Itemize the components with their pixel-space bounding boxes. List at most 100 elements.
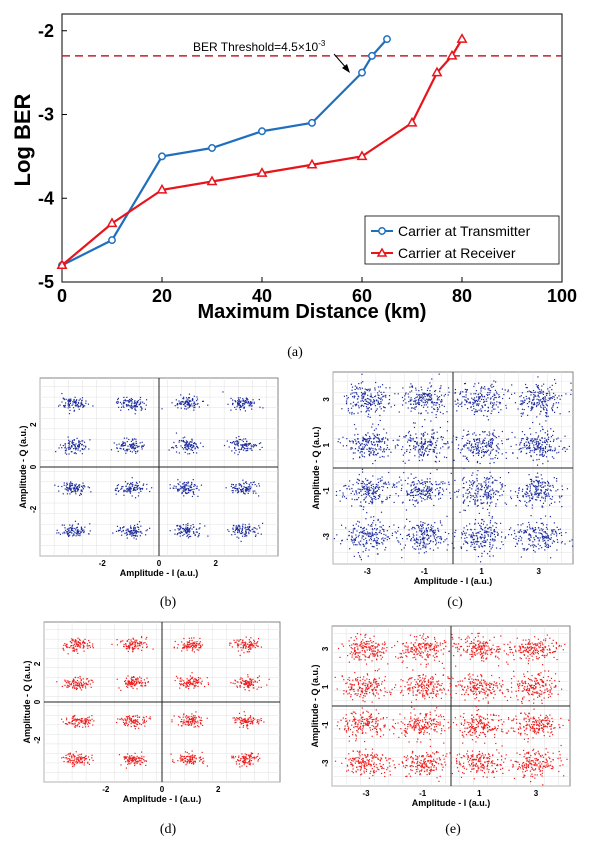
constellation-point bbox=[140, 406, 143, 408]
constellation-point bbox=[188, 400, 191, 402]
constellation-point bbox=[530, 480, 532, 483]
constellation-point bbox=[134, 524, 136, 527]
constellation-point bbox=[245, 438, 247, 440]
constellation-point bbox=[550, 485, 552, 487]
constellation-point bbox=[468, 449, 470, 451]
constellation-point bbox=[71, 446, 73, 448]
constellation-point bbox=[427, 488, 429, 490]
constellation-point bbox=[246, 445, 248, 447]
constellation-point bbox=[542, 463, 544, 465]
constellation-point bbox=[556, 526, 558, 528]
constellation-point bbox=[541, 478, 543, 480]
constellation-point bbox=[80, 490, 82, 492]
constellation-point bbox=[365, 398, 367, 401]
constellation-point bbox=[142, 445, 144, 447]
constellation-point bbox=[382, 396, 384, 398]
constellation-point bbox=[472, 483, 474, 485]
constellation-point bbox=[472, 451, 474, 454]
constellation-point bbox=[234, 487, 236, 490]
constellation-point bbox=[439, 522, 442, 524]
constellation-point bbox=[438, 406, 441, 408]
constellation-point bbox=[178, 489, 180, 491]
constellation-point bbox=[439, 497, 442, 499]
constellation-point bbox=[82, 485, 84, 487]
constellation-point bbox=[480, 499, 482, 501]
constellation-point bbox=[420, 541, 422, 543]
constellation-point bbox=[416, 402, 418, 404]
constellation-point bbox=[379, 526, 381, 528]
constellation-point bbox=[231, 403, 234, 406]
constellation-point bbox=[477, 491, 479, 493]
constellation-point bbox=[551, 530, 553, 532]
constellation-point bbox=[479, 524, 481, 526]
constellation-point bbox=[540, 448, 542, 450]
constellation-point bbox=[245, 532, 247, 534]
constellation-point bbox=[373, 400, 376, 402]
constellation-point bbox=[471, 447, 473, 449]
constellation-point bbox=[529, 450, 531, 452]
constellation-point bbox=[543, 536, 546, 538]
constellation-point bbox=[367, 401, 369, 403]
constellation-point bbox=[65, 398, 67, 400]
constellation-point bbox=[434, 495, 436, 497]
constellation-point bbox=[545, 446, 547, 448]
constellation-point bbox=[375, 428, 377, 430]
constellation-point bbox=[125, 452, 127, 454]
constellation-point bbox=[75, 404, 77, 407]
constellation-point bbox=[424, 531, 426, 533]
constellation-point bbox=[73, 486, 75, 488]
constellation-point bbox=[362, 395, 365, 397]
constellation-point bbox=[363, 530, 365, 532]
constellation-point bbox=[240, 532, 243, 534]
constellation-point bbox=[519, 448, 521, 450]
constellation-point bbox=[422, 491, 424, 493]
constellation-point bbox=[133, 438, 136, 440]
constellation-point bbox=[490, 385, 492, 387]
constellation-point bbox=[245, 401, 247, 403]
constellation-point bbox=[355, 534, 357, 536]
constellation-point bbox=[71, 441, 73, 444]
constellation-point bbox=[130, 444, 132, 446]
constellation-point bbox=[385, 396, 387, 398]
constellation-point bbox=[186, 532, 188, 534]
constellation-point bbox=[354, 448, 357, 450]
constellation-point bbox=[75, 449, 77, 451]
constellation-point bbox=[259, 448, 261, 451]
constellation-point bbox=[376, 533, 379, 535]
constellation-point bbox=[197, 402, 199, 405]
constellation-point bbox=[409, 451, 411, 454]
constellation-point bbox=[357, 449, 359, 452]
constellation-point bbox=[412, 439, 414, 441]
constellation-point bbox=[417, 403, 420, 405]
constellation-point bbox=[74, 444, 76, 447]
constellation-point bbox=[360, 391, 363, 394]
constellation-point bbox=[414, 500, 416, 502]
constellation-point bbox=[244, 526, 247, 528]
constellation-point bbox=[378, 486, 381, 488]
constellation-point bbox=[475, 489, 477, 491]
constellation-point bbox=[185, 531, 187, 533]
constellation-point bbox=[482, 519, 484, 521]
constellation-point bbox=[510, 497, 513, 500]
constellation-point bbox=[410, 484, 412, 486]
constellation-point bbox=[441, 493, 444, 496]
constellation-point bbox=[475, 399, 478, 402]
constellation-point bbox=[486, 553, 489, 555]
constellation-point bbox=[428, 444, 430, 446]
constellation-point bbox=[80, 721, 82, 724]
constellation-point bbox=[129, 482, 132, 484]
constellation-point bbox=[117, 484, 120, 486]
constellation-point bbox=[362, 528, 364, 530]
constellation-point bbox=[348, 485, 350, 487]
constellation-point bbox=[350, 492, 352, 495]
constellation-point bbox=[117, 401, 120, 403]
constellation-point bbox=[530, 440, 532, 442]
constellation-point bbox=[547, 546, 550, 549]
constellation-point bbox=[422, 489, 424, 492]
constellation-point bbox=[466, 497, 468, 499]
constellation-point bbox=[482, 446, 484, 448]
constellation-point bbox=[247, 444, 250, 446]
constellation-point bbox=[189, 444, 191, 446]
constellation-point bbox=[523, 549, 525, 551]
constellation-point bbox=[368, 401, 370, 404]
